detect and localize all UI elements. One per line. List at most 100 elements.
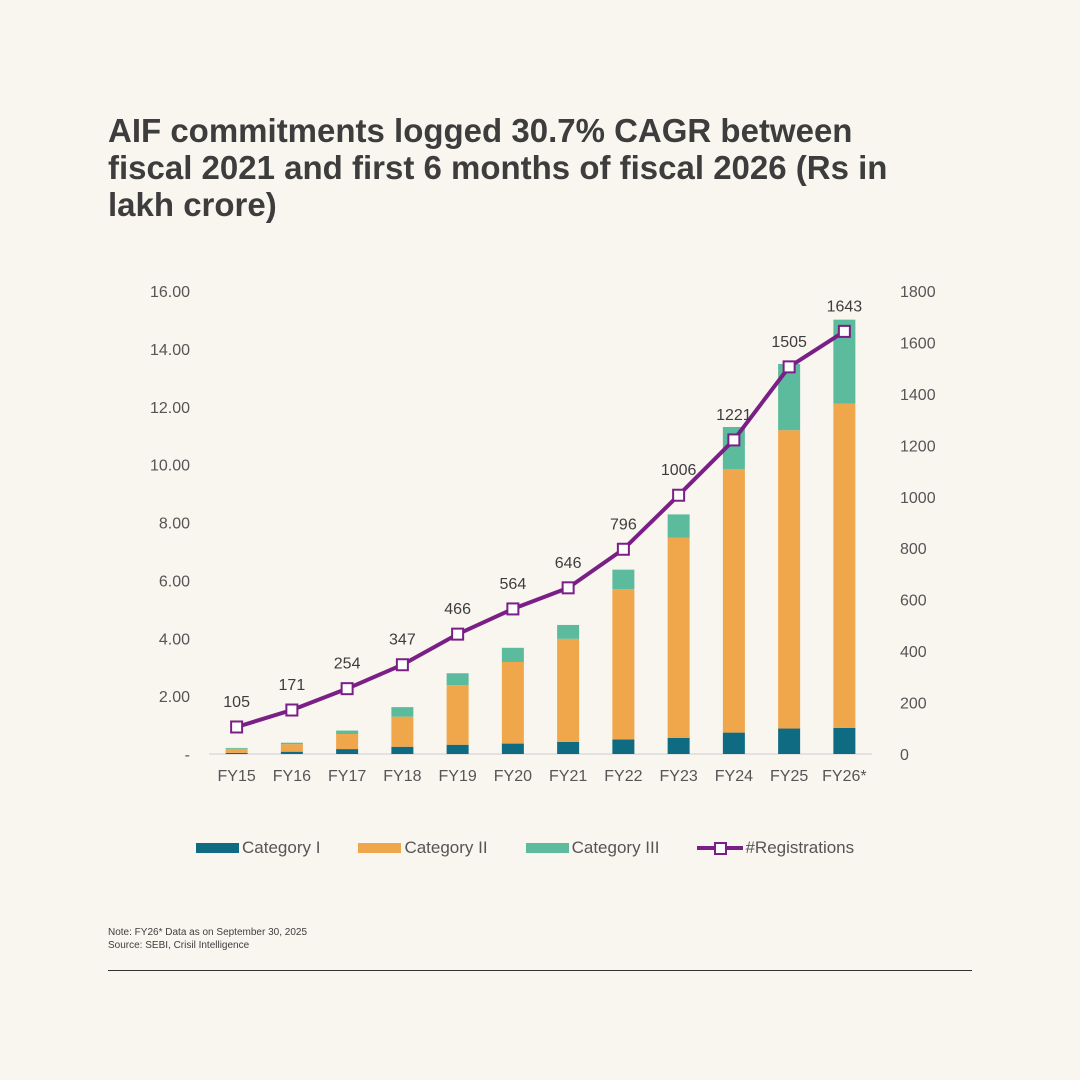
- registrations-line: 105 171 254 347 466 564 646 796 1006 1221 1505 1643: [223, 298, 863, 734]
- x-axis-tick: FY17: [328, 768, 366, 785]
- x-axis-tick: FY25: [770, 768, 808, 785]
- legend-label: Category I: [242, 838, 321, 857]
- right-axis-tick: 600: [900, 593, 927, 610]
- right-axis-ticks: 0 200 400 600 800 1000 1200 1400 1600 1800: [900, 284, 936, 764]
- x-axis-tick: FY26*: [822, 768, 866, 785]
- bar-segment-cat3: [778, 363, 801, 431]
- bar-segment-cat2: [833, 403, 856, 728]
- bar-segment-cat1: [391, 746, 414, 754]
- legend-item-category-2: Category II: [358, 838, 488, 858]
- legend-swatch-category-3: [525, 843, 569, 853]
- bar-segment-cat3: [833, 319, 856, 404]
- registrations-marker: [285, 703, 299, 717]
- bar-segment-cat1: [280, 751, 303, 754]
- bar-segment-cat1: [501, 743, 524, 754]
- bar-segment-cat1: [778, 728, 801, 754]
- right-axis-tick: 800: [900, 541, 927, 558]
- legend-item-category-1: Category I: [196, 838, 320, 858]
- registrations-data-label: 1221: [716, 407, 752, 424]
- x-axis-tick: FY15: [218, 768, 256, 785]
- bar-segment-cat1: [557, 741, 580, 754]
- bar-segment-cat1: [833, 727, 856, 754]
- bar-segment-cat3: [667, 514, 690, 538]
- registrations-data-label: 1643: [827, 298, 863, 315]
- bar-segment-cat2: [722, 468, 745, 733]
- left-axis-tick: 2.00: [159, 689, 190, 706]
- x-axis-ticks: FY15 FY16 FY17 FY18 FY19 FY20 FY21 FY22 FY23 FY24…: [218, 768, 867, 785]
- registrations-data-label: 646: [555, 555, 582, 572]
- bar-segment-cat2: [667, 537, 690, 738]
- bar-segment-cat3: [391, 707, 414, 717]
- bars: [225, 319, 856, 754]
- registrations-marker: [230, 720, 244, 734]
- registrations-line-path: [236, 329, 846, 729]
- left-axis-tick: 16.00: [150, 284, 190, 301]
- legend-swatch-registrations: [697, 842, 744, 855]
- registrations-marker: [616, 542, 630, 556]
- bar-segment-cat2: [280, 744, 303, 752]
- legend: Category I Category II Category III #Reg…: [196, 838, 892, 858]
- right-axis-tick: 1800: [900, 284, 936, 301]
- x-axis-tick: FY22: [604, 768, 642, 785]
- registrations-marker: [837, 324, 851, 338]
- note-text: Note: FY26* Data as on September 30, 202…: [108, 927, 308, 938]
- x-axis-tick: FY23: [660, 768, 698, 785]
- registrations-data-label: 564: [500, 576, 527, 593]
- bar-segment-cat1: [336, 749, 359, 754]
- left-axis-tick: -: [185, 747, 190, 764]
- bar-segment-cat2: [336, 734, 359, 750]
- x-axis-tick: FY20: [494, 768, 532, 785]
- legend-swatch-category-2: [358, 843, 402, 853]
- bar-segment-cat1: [722, 732, 745, 754]
- bar-segment-cat1: [446, 744, 469, 754]
- registrations-data-label: 796: [610, 516, 637, 533]
- legend-label: #Registrations: [745, 838, 855, 857]
- left-axis-tick: 14.00: [150, 342, 190, 359]
- registrations-data-label: 171: [279, 677, 306, 694]
- bar-segment-cat3: [280, 742, 303, 745]
- bar-segment-cat2: [446, 685, 469, 745]
- registrations-data-label: 105: [223, 694, 250, 711]
- bar-segment-cat1: [225, 752, 248, 754]
- bar-segment-cat1: [612, 739, 635, 754]
- registrations-data-label: 466: [444, 601, 471, 618]
- bar-segment-cat3: [446, 673, 469, 686]
- bar-segment-cat2: [557, 638, 580, 742]
- registrations-marker: [506, 602, 520, 616]
- right-axis-tick: 0: [900, 747, 909, 764]
- left-axis-tick: 8.00: [159, 516, 190, 533]
- right-axis-tick: 1400: [900, 387, 936, 404]
- bar-segment-cat3: [612, 569, 635, 590]
- footnotes: Note: FY26* Data as on September 30, 202…: [108, 926, 307, 952]
- left-axis-tick: 10.00: [150, 458, 190, 475]
- x-axis-tick: FY19: [439, 768, 477, 785]
- legend-item-registrations: #Registrations: [697, 838, 854, 858]
- registrations-data-label: 347: [389, 632, 416, 649]
- chart-title: AIF commitments logged 30.7% CAGR betwee…: [108, 112, 888, 223]
- bar-segment-cat3: [225, 747, 248, 749]
- bar-segment-cat2: [501, 661, 524, 744]
- bar-segment-cat3: [336, 730, 359, 735]
- x-axis-tick: FY16: [273, 768, 311, 785]
- left-axis-tick: 4.00: [159, 631, 190, 648]
- registrations-data-label: 1006: [661, 462, 697, 479]
- left-axis-tick: 6.00: [159, 573, 190, 590]
- registrations-marker: [782, 360, 796, 374]
- registrations-marker: [340, 682, 354, 696]
- registrations-marker: [395, 658, 409, 672]
- legend-swatch-category-1: [196, 843, 239, 853]
- divider: [108, 970, 972, 971]
- legend-label: Category II: [404, 838, 488, 857]
- bar-segment-cat2: [778, 430, 801, 729]
- bar-segment-cat3: [501, 647, 524, 662]
- registrations-marker: [561, 581, 575, 595]
- bar-segment-cat2: [391, 716, 414, 747]
- registrations-data-label: 1505: [771, 334, 807, 351]
- bar-segment-cat1: [667, 737, 690, 754]
- left-axis-tick: 12.00: [150, 400, 190, 417]
- x-axis-tick: FY18: [383, 768, 421, 785]
- x-axis-tick: FY21: [549, 768, 587, 785]
- registrations-marker: [451, 627, 465, 641]
- right-axis-tick: 1600: [900, 335, 936, 352]
- bar-segment-cat2: [225, 748, 248, 753]
